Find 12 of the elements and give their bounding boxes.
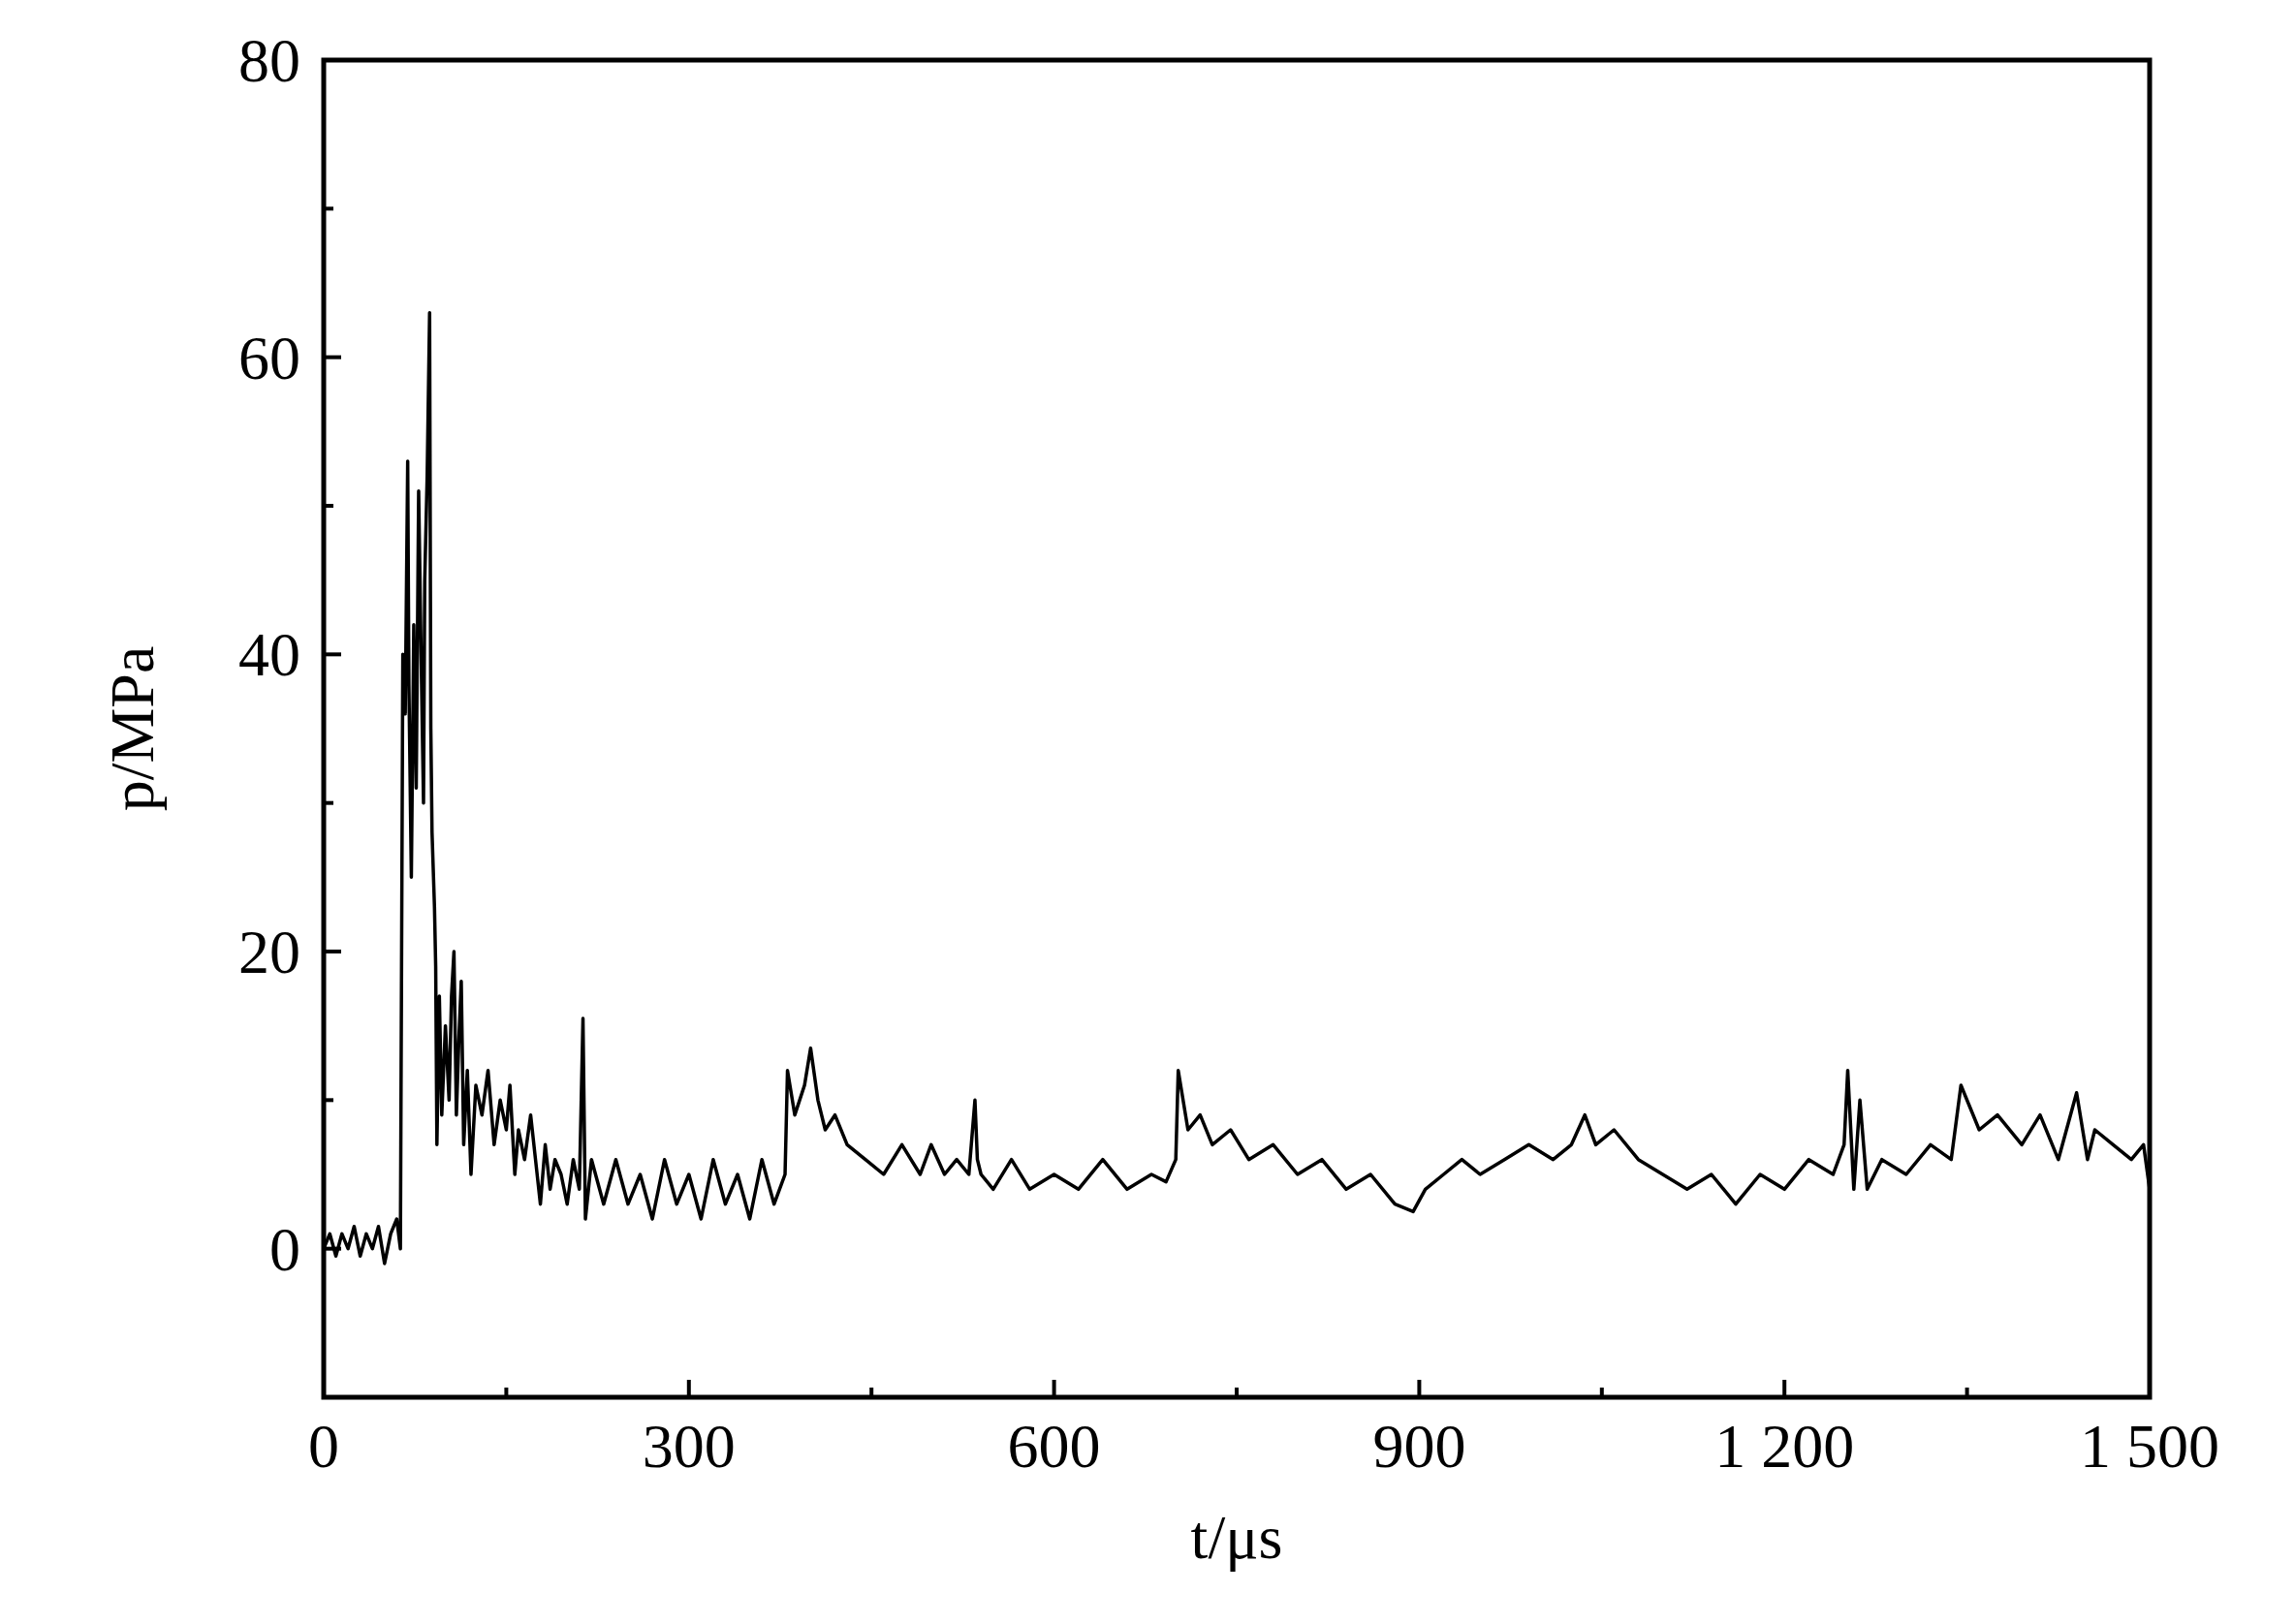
x-tick-label: 900 bbox=[1372, 1412, 1466, 1481]
x-tick-label: 600 bbox=[1007, 1412, 1101, 1481]
x-tick-label: 300 bbox=[642, 1412, 736, 1481]
x-tick-label: 1 500 bbox=[2080, 1412, 2219, 1481]
y-tick-label: 0 bbox=[269, 1214, 300, 1284]
y-tick-label: 20 bbox=[238, 918, 300, 986]
x-axis-title: t/μs bbox=[1190, 1503, 1283, 1572]
y-tick-label: 80 bbox=[238, 26, 300, 95]
y-tick-label: 60 bbox=[238, 323, 300, 392]
y-tick-label: 40 bbox=[238, 620, 300, 690]
x-tick-label: 1 200 bbox=[1714, 1412, 1855, 1481]
y-axis-title: p/MPa bbox=[98, 645, 167, 812]
